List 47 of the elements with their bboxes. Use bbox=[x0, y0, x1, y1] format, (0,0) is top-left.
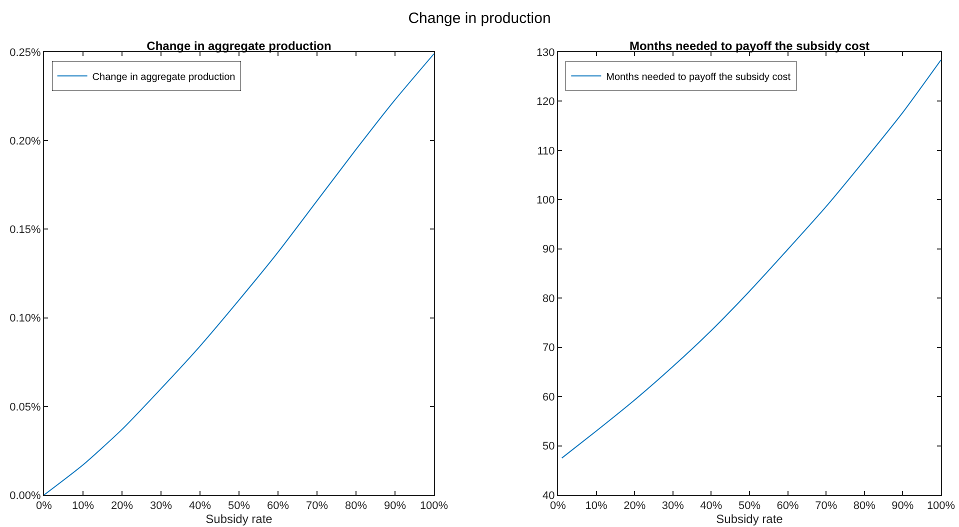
legend-label: Months needed to payoff the subsidy cost bbox=[606, 72, 791, 83]
chart-title: Months needed to payoff the subsidy cost bbox=[629, 39, 870, 53]
line-series bbox=[561, 59, 941, 459]
y-tick-label: 110 bbox=[537, 145, 555, 158]
x-tick-label: 0% bbox=[36, 500, 52, 512]
x-tick-label: 0% bbox=[550, 500, 566, 512]
chart-title: Change in aggregate production bbox=[146, 39, 332, 53]
y-tick-label: 40 bbox=[542, 490, 555, 502]
y-tick-label: 80 bbox=[542, 292, 555, 305]
x-tick-label: 100% bbox=[926, 500, 956, 512]
x-tick-label: 80% bbox=[853, 500, 876, 512]
x-tick-label: 40% bbox=[188, 500, 212, 512]
line-series bbox=[44, 53, 434, 495]
x-tick-label: 40% bbox=[700, 500, 722, 512]
x-axis-title: Subsidy rate bbox=[716, 512, 784, 526]
x-tick-label: 30% bbox=[150, 500, 172, 512]
x-tick-label: 50% bbox=[738, 500, 761, 512]
y-tick-label: 130 bbox=[536, 46, 555, 59]
x-tick-label: 90% bbox=[384, 500, 406, 512]
x-tick-label: 50% bbox=[228, 500, 250, 512]
x-tick-label: 20% bbox=[624, 500, 646, 512]
x-tick-label: 90% bbox=[892, 500, 914, 512]
x-tick-label: 10% bbox=[72, 500, 94, 512]
y-tick-label: 0.20% bbox=[10, 135, 42, 148]
y-tick-label: 100 bbox=[536, 194, 555, 207]
y-tick-label: 0.25% bbox=[10, 46, 42, 59]
x-tick-label: 80% bbox=[344, 500, 368, 512]
x-tick-label: 70% bbox=[306, 500, 328, 512]
y-tick-label: 0.00% bbox=[10, 490, 42, 502]
y-tick-label: 0.05% bbox=[10, 401, 42, 414]
y-tick-label: 90 bbox=[542, 244, 555, 256]
y-tick-label: 50 bbox=[542, 440, 555, 453]
x-tick-label: 60% bbox=[266, 500, 290, 512]
x-tick-label: 30% bbox=[662, 500, 684, 512]
y-tick-label: 0.15% bbox=[10, 224, 42, 236]
x-tick-label: 20% bbox=[110, 500, 134, 512]
legend-label: Change in aggregate production bbox=[92, 72, 236, 83]
x-tick-label: 10% bbox=[585, 500, 608, 512]
x-tick-label: 60% bbox=[776, 500, 800, 512]
y-tick-label: 70 bbox=[542, 342, 555, 354]
text: Change in production bbox=[407, 10, 552, 27]
y-tick-label: 120 bbox=[536, 96, 555, 108]
x-axis-title: Subsidy rate bbox=[206, 512, 273, 526]
y-tick-label: 60 bbox=[542, 391, 555, 404]
x-tick-label: 100% bbox=[420, 500, 448, 512]
x-tick-label: 70% bbox=[815, 500, 838, 512]
y-tick-label: 0.10% bbox=[10, 312, 42, 325]
